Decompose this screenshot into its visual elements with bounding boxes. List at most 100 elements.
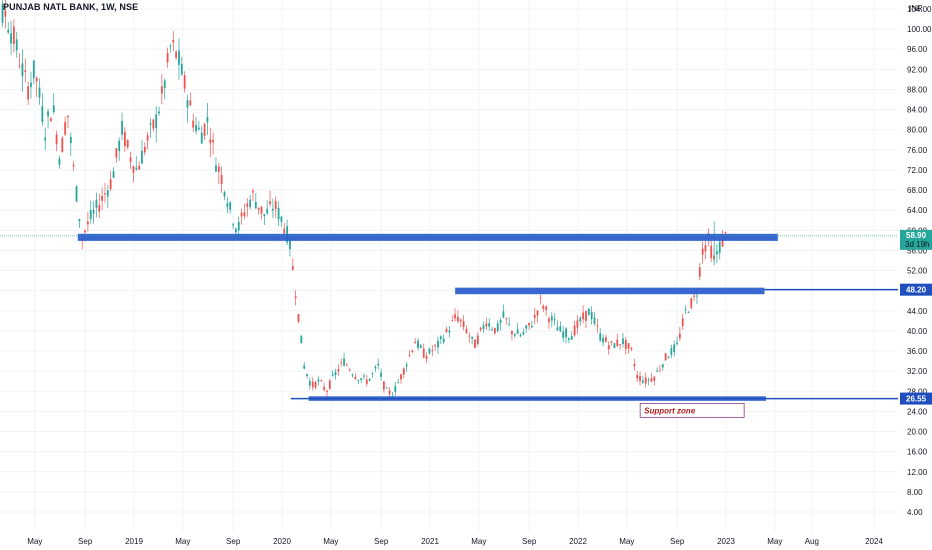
candle-body (351, 374, 354, 376)
candle-body (141, 150, 143, 164)
time-tick-label: Sep (374, 537, 389, 546)
candle-body (343, 358, 345, 366)
candle-body (587, 308, 590, 316)
candle-body (545, 306, 548, 310)
candle-body (616, 339, 619, 346)
candle-body (639, 375, 641, 382)
price-tick-label: 56.00 (907, 246, 928, 255)
candle-body (160, 86, 163, 94)
candle-body (328, 380, 331, 389)
annotation-box (639, 402, 745, 418)
candle-body (391, 395, 394, 397)
candle-body (459, 319, 462, 322)
price-tick-label: 100.00 (907, 25, 932, 34)
price-tick-label: 52.00 (907, 267, 928, 276)
candle-body (610, 341, 613, 343)
candle-body (52, 105, 55, 113)
candle-body (126, 140, 129, 148)
candle-body (112, 171, 115, 178)
candle-body (69, 136, 72, 144)
price-tick-label: 84.00 (907, 106, 928, 115)
candle-body (234, 228, 237, 233)
candle-body (442, 338, 445, 343)
candle-body (78, 219, 81, 222)
candle-body (30, 82, 32, 88)
levels (77, 233, 898, 401)
candle-body (627, 343, 630, 349)
price-tick-label: 4.00 (907, 508, 923, 517)
candle-body (291, 266, 294, 270)
candle-body (428, 348, 431, 354)
candle-body (24, 70, 27, 73)
candle-body (437, 340, 439, 348)
candle-body (317, 379, 320, 382)
candle-body (86, 221, 89, 225)
candle-body (44, 137, 47, 141)
candle-body (180, 63, 183, 75)
candle-body (197, 127, 200, 130)
candle-body (590, 311, 593, 320)
price-tick-label: 104.00 (907, 5, 932, 14)
time-tick-label: May (619, 537, 634, 546)
candle-body (678, 333, 681, 339)
candle-body (217, 166, 220, 172)
candle-body (297, 313, 300, 322)
price-tick-label: 72.00 (907, 166, 928, 175)
candle-body (482, 325, 485, 330)
support-zone-annotation: Support zone (639, 402, 745, 418)
candle-body (206, 116, 209, 123)
candle-body (178, 50, 180, 65)
candle-body (633, 363, 636, 367)
candle-body (47, 111, 49, 117)
candle-body (604, 337, 607, 342)
candle-body (75, 186, 78, 202)
price-tick-label: 88.00 (907, 85, 928, 94)
candle-body (516, 329, 519, 334)
candle-body (456, 316, 459, 322)
candle-body (303, 365, 306, 369)
candle-body (240, 212, 243, 217)
time-axis[interactable]: May Sep 2019 May Sep 2020 May Sep 2021 May Sep 2022… (27, 537, 883, 546)
candle-body (425, 356, 428, 360)
support-zone-value: 26.55 (906, 395, 927, 404)
candle-body (596, 325, 599, 327)
candle-body (380, 372, 382, 377)
candle-body (565, 328, 567, 338)
candle-body (542, 305, 545, 309)
price-tick-label: 32.00 (907, 367, 928, 376)
candle-body (636, 375, 639, 379)
candle-body (337, 368, 340, 372)
candle-body (98, 204, 101, 212)
candle-body (300, 335, 303, 344)
candle-body (493, 327, 496, 334)
candle-body (488, 323, 491, 327)
candle-body (576, 320, 579, 328)
candle-body (132, 166, 135, 173)
candle-body (491, 329, 493, 331)
price-tick-label: 40.00 (907, 327, 928, 336)
candle-body (308, 381, 311, 386)
candle-body (306, 374, 308, 377)
candle-body (462, 321, 465, 328)
plot-area[interactable] (0, 0, 898, 532)
candle-body (269, 201, 271, 205)
candle-body (673, 344, 676, 352)
candle-body (95, 199, 98, 208)
time-tick-label: Sep (78, 537, 93, 546)
candle-body (718, 241, 721, 253)
candle-body (382, 381, 385, 390)
candle-body (1, 4, 4, 23)
candle-body (579, 317, 582, 322)
candle-body (200, 132, 203, 144)
candle-body (394, 386, 397, 392)
candle-body (363, 375, 365, 377)
candle-body (511, 330, 513, 335)
price-tick-label: 36.00 (907, 347, 928, 356)
candle-body (445, 328, 448, 332)
candle-body (326, 391, 328, 393)
candle-body (67, 115, 69, 118)
candle-body (505, 317, 508, 319)
